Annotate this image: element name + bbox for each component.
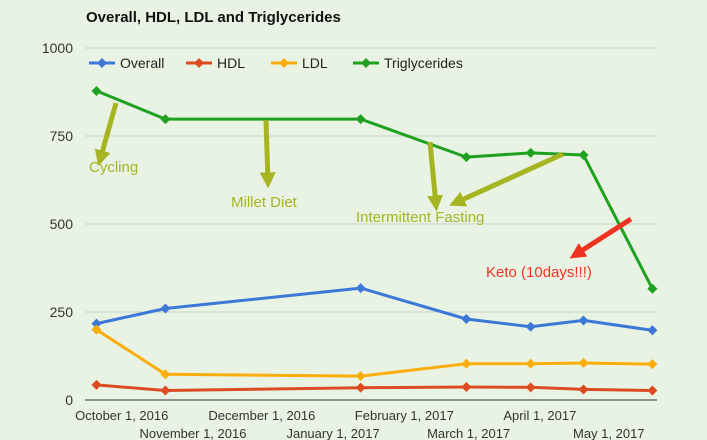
legend-label-hdl: HDL <box>217 55 245 71</box>
data-point-ldl-1 <box>160 369 171 380</box>
data-point-ldl-3 <box>461 358 472 369</box>
legend-label-ldl: LDL <box>302 55 328 71</box>
data-point-hdl-2 <box>355 382 366 393</box>
data-point-overall-2 <box>355 283 366 294</box>
data-point-ldl-4 <box>525 358 536 369</box>
x-tick-label-3: January 1, 2017 <box>286 426 379 440</box>
data-point-hdl-4 <box>525 382 536 393</box>
data-point-ldl-6 <box>647 359 658 370</box>
y-axis-ticks: 0 250 500 750 1000 <box>42 40 73 408</box>
legend-label-overall: Overall <box>120 55 164 71</box>
y-tick-label-4: 1000 <box>42 40 73 56</box>
data-point-triglycerides-6 <box>647 283 658 294</box>
data-point-overall-3 <box>461 314 472 325</box>
data-point-hdl-6 <box>647 385 658 396</box>
data-point-triglycerides-3 <box>461 152 472 163</box>
cycling-arrow <box>94 102 119 167</box>
legend-label-triglycerides: Triglycerides <box>384 55 463 71</box>
annotation-millet-diet: Millet Diet <box>231 194 298 211</box>
x-tick-label-6: April 1, 2017 <box>503 408 576 423</box>
x-tick-label-2: December 1, 2016 <box>208 408 315 423</box>
data-point-hdl-0 <box>91 379 102 390</box>
data-point-hdl-1 <box>160 385 171 396</box>
gridlines <box>85 47 657 401</box>
data-point-ldl-5 <box>578 358 589 369</box>
x-tick-label-0: October 1, 2016 <box>75 408 168 423</box>
data-point-triglycerides-0 <box>91 85 102 96</box>
legend: Overall HDL LDL Triglycerides <box>89 55 463 71</box>
y-tick-label-1: 250 <box>50 304 74 320</box>
data-point-triglycerides-5 <box>578 150 589 161</box>
millet-diet-arrow <box>259 119 276 189</box>
series-line-ldl <box>95 328 653 378</box>
x-tick-label-1: November 1, 2016 <box>139 426 246 440</box>
series-line-triglycerides <box>95 89 654 290</box>
data-point-triglycerides-4 <box>525 147 536 158</box>
legend-swatch-marker-triglycerides <box>361 58 371 68</box>
y-tick-label-0: 0 <box>65 392 73 408</box>
x-tick-label-4: February 1, 2017 <box>355 408 454 423</box>
y-tick-label-2: 500 <box>50 216 74 232</box>
chart-title: Overall, HDL, LDL and Triglycerides <box>86 9 341 26</box>
legend-swatch-marker-hdl <box>194 58 204 68</box>
annotation-intermittent-fasting: Intermittent Fasting <box>356 209 484 226</box>
x-axis-ticks: October 1, 2016 November 1, 2016 December … <box>75 408 644 440</box>
data-point-triglycerides-1 <box>160 114 171 125</box>
data-point-triglycerides-2 <box>355 114 366 125</box>
y-tick-label-3: 750 <box>50 128 74 144</box>
data-point-overall-1 <box>160 303 171 314</box>
data-point-ldl-0 <box>91 324 102 335</box>
x-tick-label-5: March 1, 2017 <box>427 426 510 440</box>
data-point-overall-6 <box>647 325 658 336</box>
data-point-hdl-5 <box>578 384 589 395</box>
data-point-ldl-2 <box>355 371 366 382</box>
data-point-overall-4 <box>525 321 536 332</box>
annotations: Cycling Millet Diet Intermittent Fasting Ke… <box>89 102 633 281</box>
data-point-overall-5 <box>578 315 589 326</box>
intermittent-fasting-arrow-down <box>427 141 444 212</box>
keto-arrow <box>569 216 633 259</box>
legend-swatch-marker-overall <box>97 58 107 68</box>
series-line-hdl <box>96 383 653 392</box>
legend-swatch-marker-ldl <box>279 58 289 68</box>
data-point-overall-0 <box>91 318 102 329</box>
series-line-overall <box>96 286 653 332</box>
x-tick-label-7: May 1, 2017 <box>573 426 645 440</box>
annotation-keto: Keto (10days!!!) <box>486 264 592 281</box>
data-point-hdl-3 <box>461 381 472 392</box>
series-lines <box>91 85 658 396</box>
intermittent-fasting-arrow-diagonal <box>449 151 565 207</box>
annotation-cycling: Cycling <box>89 159 138 176</box>
